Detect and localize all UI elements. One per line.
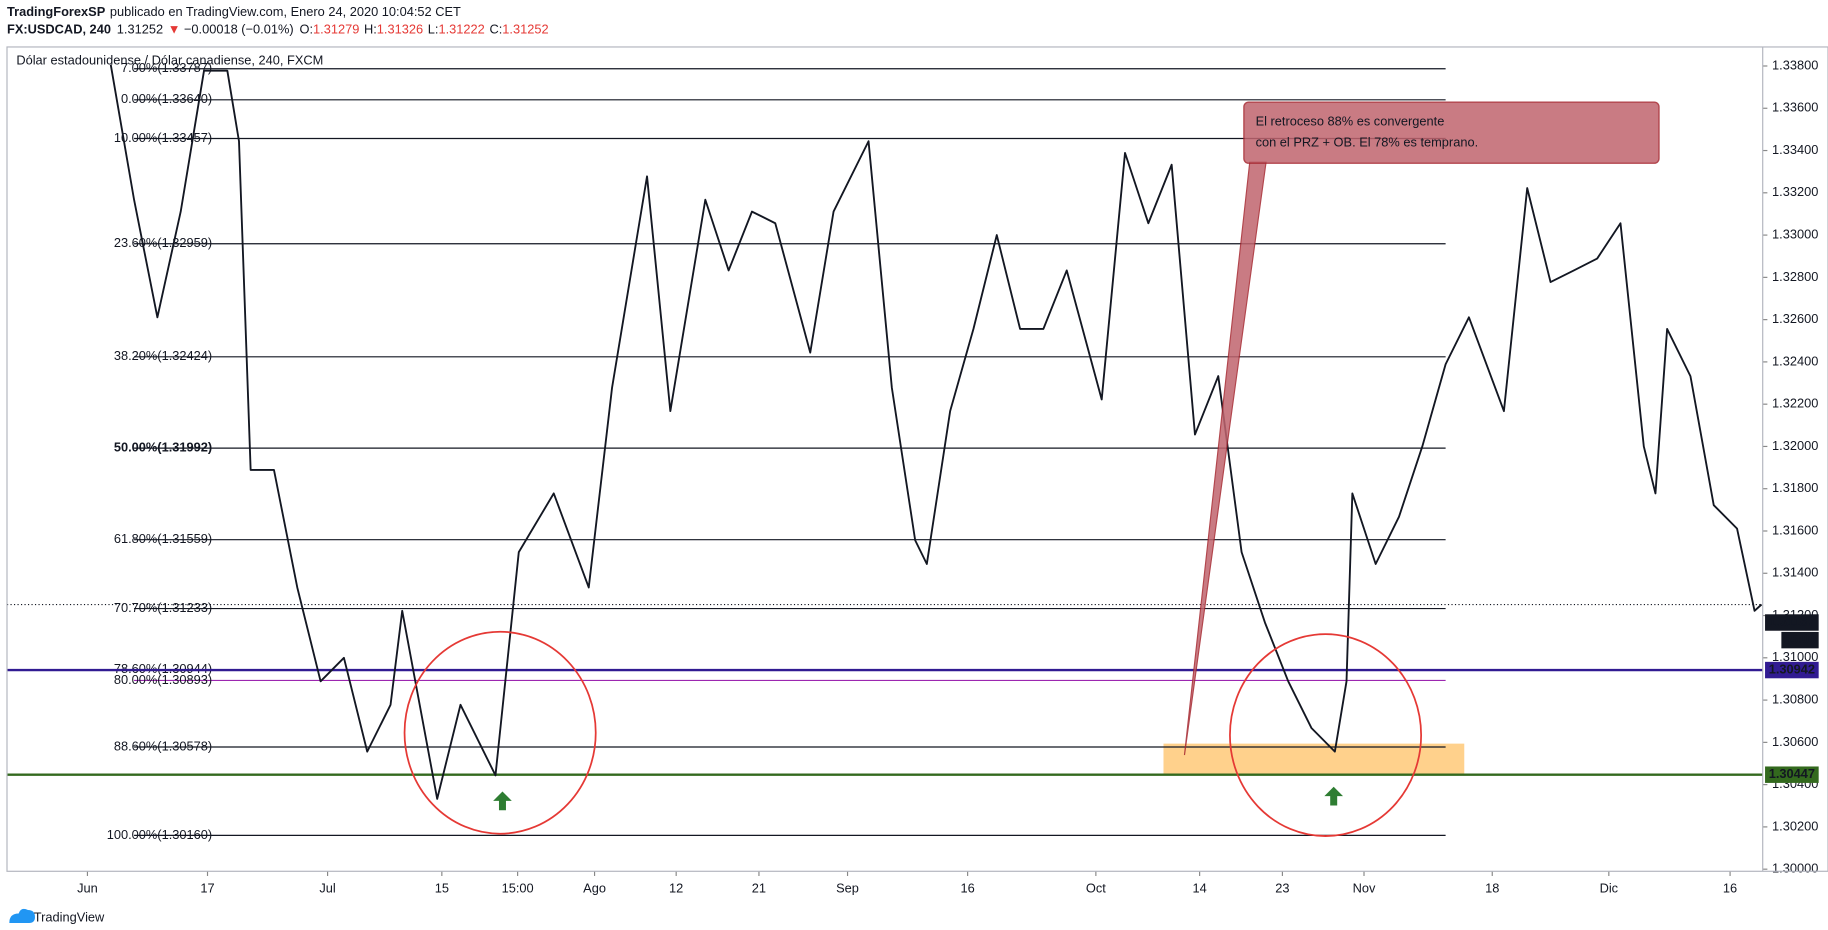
legend-title: Dólar estadounidense / Dólar canadiense,… bbox=[16, 52, 323, 67]
x-tick-label: Ago bbox=[583, 880, 606, 895]
fib-label: 61.80%(1.31559) bbox=[114, 531, 212, 546]
price-badge-label: 1.31167 bbox=[1769, 614, 1815, 629]
x-tick-label: 17 bbox=[200, 880, 214, 895]
fib-label: 38.20%(1.32424) bbox=[114, 348, 212, 363]
fib-label: 10.00%(1.33457) bbox=[114, 130, 212, 145]
arrow-up bbox=[493, 791, 512, 811]
y-tick-label: 1.32800 bbox=[1772, 269, 1818, 284]
open: 1.31279 bbox=[313, 22, 359, 37]
plot-area: Dólar estadounidense / Dólar canadiense,… bbox=[6, 52, 1819, 895]
x-tick-label: 16 bbox=[1723, 880, 1737, 895]
logo: TradingView bbox=[9, 908, 105, 925]
order-block-zone bbox=[1163, 743, 1465, 775]
fib-label: 0.00%(1.33640) bbox=[121, 91, 212, 106]
price-line-series bbox=[109, 64, 1763, 800]
fib-label: 23.60%(1.32959) bbox=[114, 235, 212, 250]
y-tick-label: 1.31600 bbox=[1772, 522, 1818, 537]
x-tick-label: Dic bbox=[1600, 880, 1619, 895]
price-badge bbox=[1765, 661, 1819, 679]
y-tick-label: 1.33000 bbox=[1772, 226, 1818, 241]
x-tick-label: 15:00 bbox=[502, 880, 534, 895]
y-tick-label: 1.31800 bbox=[1772, 480, 1818, 495]
y-tick-label: 1.30600 bbox=[1772, 734, 1818, 749]
published: publicado en TradingView.com, Enero 24, … bbox=[110, 4, 461, 19]
publisher: TradingForexSP bbox=[7, 4, 106, 19]
price-badge bbox=[1765, 614, 1819, 631]
highlight-circle bbox=[403, 630, 597, 835]
y-tick-label: 1.31400 bbox=[1772, 565, 1818, 580]
low: 1.31222 bbox=[438, 22, 484, 37]
y-tick-label: 1.33200 bbox=[1772, 184, 1818, 199]
x-tick-label: Nov bbox=[1353, 880, 1376, 895]
price-badge-label: 1.30447 bbox=[1769, 766, 1815, 781]
x-tick-label: Sep bbox=[836, 880, 859, 895]
fib-label: 88.60%(1.30578) bbox=[114, 738, 212, 753]
highlight-circle bbox=[1229, 633, 1423, 837]
low-label: L: bbox=[428, 22, 439, 37]
high: 1.31326 bbox=[377, 22, 423, 37]
callout-text: con el PRZ + OB. El 78% es temprano. bbox=[1256, 135, 1479, 150]
brand: TradingView bbox=[34, 910, 105, 925]
fib-label: 50.00%(1.31992) bbox=[114, 440, 212, 455]
close: 1.31252 bbox=[502, 22, 548, 37]
x-tick-label: Oct bbox=[1086, 880, 1106, 895]
high-label: H: bbox=[364, 22, 377, 37]
callout-text: El retroceso 88% es convergente bbox=[1256, 113, 1445, 128]
fib-label: 70.70%(1.31233) bbox=[114, 600, 212, 615]
y-tick-label: 1.33600 bbox=[1772, 100, 1818, 115]
x-tick-label: 16 bbox=[960, 880, 974, 895]
change: −0.00018 (−0.01%) bbox=[184, 22, 294, 37]
x-tick-label: 18 bbox=[1485, 880, 1499, 895]
callout-box bbox=[1243, 101, 1660, 164]
x-tick-label: 15 bbox=[435, 880, 449, 895]
y-tick-label: 1.30200 bbox=[1772, 818, 1818, 833]
y-tick-label: 1.32400 bbox=[1772, 353, 1818, 368]
x-tick-label: 23 bbox=[1275, 880, 1289, 895]
y-tick-label: 1.32200 bbox=[1772, 396, 1818, 411]
x-tick-label: 12 bbox=[669, 880, 683, 895]
price-badge bbox=[1765, 766, 1819, 783]
symbol: FX:USDCAD, 240 bbox=[7, 22, 111, 37]
x-tick-label: Jul bbox=[319, 880, 335, 895]
last-price: 1.31252 bbox=[117, 22, 163, 37]
x-tick-label: 21 bbox=[752, 880, 766, 895]
fib-label: 100.00%(1.30160) bbox=[107, 827, 212, 842]
countdown: 55:09 bbox=[1784, 632, 1817, 647]
fib-label: 78.60%(1.30944) bbox=[114, 661, 212, 676]
y-tick-label: 1.33800 bbox=[1772, 57, 1818, 72]
price-badge-label: 1.30942 bbox=[1769, 661, 1815, 676]
open-label: O: bbox=[299, 22, 313, 37]
logo-icon bbox=[9, 908, 35, 923]
plot-frame bbox=[6, 46, 1828, 872]
y-tick-label: 1.32600 bbox=[1772, 311, 1818, 326]
x-tick-label: Jun bbox=[77, 880, 98, 895]
x-tick-label: 14 bbox=[1192, 880, 1206, 895]
close-label: C: bbox=[489, 22, 502, 37]
y-tick-label: 1.31000 bbox=[1772, 649, 1818, 664]
y-tick-label: 1.32000 bbox=[1772, 438, 1818, 453]
y-tick-label: 1.30000 bbox=[1772, 861, 1818, 876]
y-tick-label: 1.30800 bbox=[1772, 691, 1818, 706]
header-line: TradingForexSP publicado en TradingView.c… bbox=[7, 4, 461, 19]
fib-label: 7.00%(1.33787) bbox=[121, 60, 212, 75]
y-tick-label: 1.33400 bbox=[1772, 142, 1818, 157]
fib-label: 80.00%(1.30893) bbox=[114, 672, 212, 687]
symbol-line: FX:USDCAD, 240 1.31252 ▼ −0.00018 (−0.01%) O… bbox=[7, 22, 549, 37]
countdown-badge bbox=[1781, 631, 1819, 649]
direction: ▼ bbox=[168, 22, 181, 37]
